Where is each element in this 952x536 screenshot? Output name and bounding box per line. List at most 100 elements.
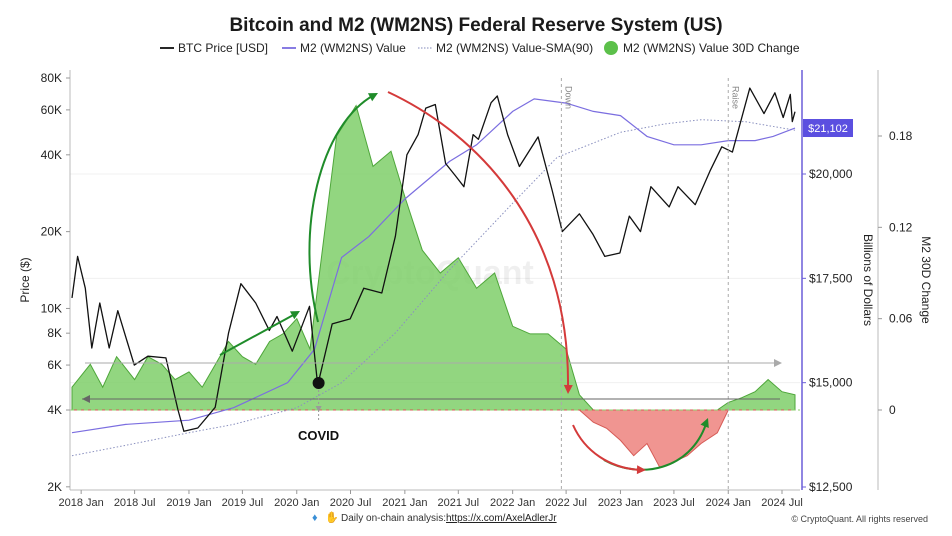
btc-price-point: [721, 146, 722, 147]
right2-tick-label: 0.12: [889, 220, 913, 234]
btc-price-point: [604, 256, 605, 257]
btc-price-point: [435, 104, 436, 105]
m2-value-point: [233, 407, 234, 408]
x-tick-label: 2024 Jul: [761, 497, 803, 509]
btc-price-point: [418, 134, 419, 135]
m2-value-point: [368, 236, 369, 237]
annotations: Down Raise COVID $21,102: [82, 78, 853, 490]
m2-sma-line: [71, 119, 796, 457]
left-tick-label: 40K: [41, 148, 62, 162]
m2-30d-change-point: [390, 151, 391, 152]
x-tick-label: 2024 Jan: [706, 497, 751, 509]
x-tick-label: 2021 Jul: [438, 497, 480, 509]
m2-30d-change-point: [633, 455, 634, 456]
btc-price-point: [669, 206, 670, 207]
m2-value-point: [404, 198, 405, 199]
btc-price-point: [732, 151, 733, 152]
right2-tick-label: 0.18: [889, 129, 913, 143]
btc-price-point: [579, 213, 580, 214]
axes: 80K 60K 40K 20K 10K 8K 6K 4K 2K Price ($) $20,000 $…: [18, 70, 933, 509]
m2-value-point: [700, 144, 701, 145]
m2-value-point: [534, 98, 535, 99]
m2-30d-change-point: [579, 394, 580, 395]
x-tick-label: 2021 Jan: [382, 497, 427, 509]
m2-30d-change-point: [547, 333, 548, 334]
btc-price-point: [490, 102, 491, 103]
legend: BTC Price [USD] M2 (WM2NS) Value M2 (WM2NS…: [160, 41, 800, 55]
legend-swatch: [604, 41, 618, 55]
left-axis-label: Price ($): [18, 257, 32, 302]
btc-price-point: [276, 316, 277, 317]
btc-price-point: [165, 357, 166, 358]
btc-price-point: [255, 302, 256, 303]
covid-pointer-arrowhead: [315, 406, 322, 412]
green-curve-arrow-up-head: [367, 93, 378, 102]
vertical-marker-label: Down: [563, 86, 573, 109]
red-curve-arrow-down-head: [563, 384, 573, 394]
btc-price-point: [240, 283, 241, 284]
support-arrowhead: [82, 395, 90, 403]
m2-30d-change-point: [404, 196, 405, 197]
copyright: © CryptoQuant. All rights reserved: [791, 514, 928, 524]
btc-price-point: [478, 139, 479, 140]
m2-30d-change-point: [134, 379, 135, 380]
x-tick-label: 2023 Jan: [598, 497, 643, 509]
footer-link: https://x.com/AxelAdlerJr: [446, 513, 557, 524]
btc-price-point: [350, 318, 351, 319]
m2-30d-change-point: [296, 318, 297, 319]
m2-value-point: [755, 140, 756, 141]
diamond-icon: ♦: [312, 512, 318, 524]
btc-price-point: [455, 176, 456, 177]
m2-30d-change-point: [620, 440, 621, 441]
m2-30d-change-point: [794, 394, 795, 395]
m2-30d-change-point: [687, 455, 688, 456]
btc-price-point: [677, 186, 678, 187]
m2-30d-change-point: [242, 356, 243, 357]
btc-price-point: [292, 351, 293, 352]
m2-value-point: [646, 136, 647, 137]
green-trend-arrow-1: [219, 312, 298, 356]
left-tick-label: 8K: [47, 326, 62, 340]
btc-price-point: [134, 364, 135, 365]
btc-price-point: [592, 234, 593, 235]
x-tick-label: 2019 Jul: [222, 497, 264, 509]
m2-sma-point: [188, 432, 189, 433]
x-tick-label: 2022 Jan: [490, 497, 535, 509]
x-tick-label: 2018 Jan: [59, 497, 104, 509]
btc-price-point: [85, 288, 86, 289]
m2-30d-change-point: [512, 326, 513, 327]
right2-tick-label: 0: [889, 403, 896, 417]
btc-price-point: [640, 231, 641, 232]
m2-sma-point: [512, 203, 513, 204]
legend-label: M2 (WM2NS) Value: [300, 41, 406, 55]
footer-credit: Daily on-chain analysis:: [341, 513, 446, 524]
red-curve-arrow-down: [387, 91, 570, 389]
left-tick-label: 10K: [41, 301, 62, 315]
m2-value-point: [125, 424, 126, 425]
m2-30d-change-point: [309, 349, 310, 350]
red-curve-arrow-bottom-head: [636, 465, 646, 475]
m2-30d-change-point: [102, 387, 103, 388]
m2-30d-change-point: [255, 364, 256, 365]
btc-price-point: [445, 163, 446, 164]
m2-sma-point: [664, 123, 665, 124]
m2-30d-change-point: [422, 250, 423, 251]
left-tick-label: 6K: [47, 358, 62, 372]
x-tick-label: 2023 Jul: [653, 497, 695, 509]
btc-price-point: [215, 407, 216, 408]
plot-area: CryptoQuant: [70, 87, 800, 469]
m2-value-point: [794, 127, 795, 128]
m2-30d-change-point: [700, 443, 701, 444]
legend-label: M2 (WM2NS) Value-SMA(90): [436, 41, 593, 55]
vertical-marker-label: Raise: [730, 86, 740, 109]
m2-sma-point: [395, 332, 396, 333]
btc-price-point: [749, 88, 750, 89]
x-tick-label: 2018 Jul: [114, 497, 156, 509]
btc-price-point: [332, 323, 333, 324]
m2-value-point: [188, 420, 189, 421]
m2-30d-change-point: [202, 387, 203, 388]
btc-price-point: [395, 236, 396, 237]
right2-tick-label: 0.06: [889, 312, 913, 326]
btc-price-point: [619, 252, 620, 253]
btc-price-point: [629, 216, 630, 217]
